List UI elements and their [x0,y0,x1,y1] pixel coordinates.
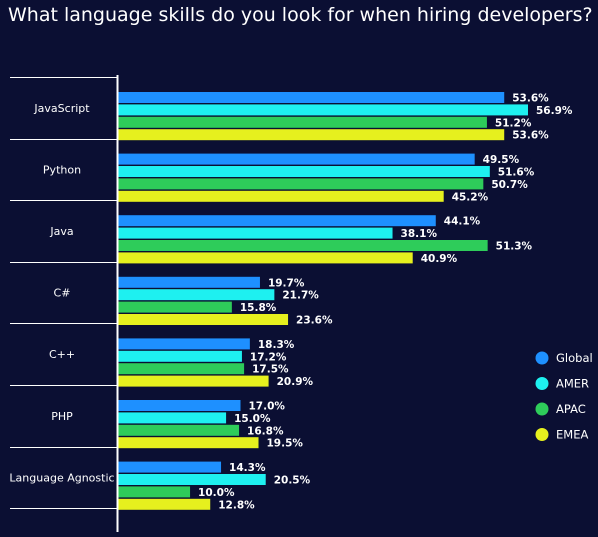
legend-swatch-emea [535,428,549,441]
value-label-python-emea: 45.2% [452,191,489,203]
category-labels-group: JavaScript Python Java C# C++ PHP Language Agn… [9,102,114,485]
value-label-java-amer: 38.1% [401,228,438,240]
bar-c-apac [118,363,245,375]
legend-swatch-global [535,351,549,365]
value-label-php-apac: 16.8% [247,425,284,437]
value-label-java-apac: 51.3% [496,241,533,253]
value-label-c-apac: 17.5% [252,364,289,376]
value-label-javascript-emea: 53.6% [512,130,549,142]
value-label-c-global: 19.7% [268,277,305,289]
legend-swatch-amer [535,377,549,390]
bars-group [118,92,528,510]
bar-language-agnostic-global [118,461,222,473]
value-labels-group: 53.6%56.9%51.2%53.6%49.5%51.6%50.7%45.2%… [198,93,573,512]
bar-language-agnostic-amer [118,474,266,485]
legend: Global AMER APAC EMEA [535,351,593,442]
category-label-python: Python [43,163,81,176]
value-label-python-global: 49.5% [483,154,520,166]
legend-label-global: Global [556,351,593,365]
value-label-java-global: 44.1% [444,216,481,228]
bar-java-apac [118,240,488,251]
bar-javascript-emea [118,129,505,141]
bar-c-emea [118,314,289,325]
value-label-c-global: 18.3% [258,339,295,351]
value-label-python-amer: 51.6% [498,167,535,179]
category-label-c: C# [54,287,71,300]
value-label-javascript-amer: 56.9% [536,105,573,117]
category-label-php: PHP [51,410,73,423]
bar-language-agnostic-apac [118,486,191,498]
legend-swatch-apac [535,402,549,416]
bar-language-agnostic-emea [118,498,211,510]
bar-python-amer [118,166,490,177]
bar-php-global [118,400,241,411]
value-label-c-emea: 20.9% [277,376,314,388]
value-label-language-agnostic-amer: 20.5% [274,475,311,487]
bar-javascript-apac [118,116,487,128]
category-separators [10,77,118,509]
category-label-java: Java [49,225,73,238]
bar-python-emea [118,190,444,202]
value-label-language-agnostic-emea: 12.8% [218,499,255,511]
bar-php-apac [118,424,240,436]
value-label-php-amer: 15.0% [234,413,271,425]
value-label-language-agnostic-global: 14.3% [229,462,266,474]
bar-c-apac [118,301,232,313]
legend-label-emea: EMEA [556,428,588,442]
bar-c-global [118,338,250,350]
bar-java-global [118,215,436,227]
value-label-javascript-apac: 51.2% [495,117,532,129]
value-label-c-emea: 23.6% [296,315,333,327]
value-label-php-emea: 19.5% [267,438,304,450]
category-label-javascript: JavaScript [33,102,90,115]
value-label-c-amer: 21.7% [282,290,319,302]
bar-c-amer [118,289,275,301]
value-label-javascript-global: 53.6% [512,93,549,105]
bar-c-global [118,276,260,288]
bar-c-emea [118,375,269,387]
chart-title: What language skills do you look for whe… [8,4,593,26]
category-label-c: C++ [49,348,75,361]
value-label-python-apac: 50.7% [491,179,528,191]
legend-label-amer: AMER [556,377,589,391]
bar-php-emea [118,437,259,449]
bar-java-emea [118,252,413,264]
bar-python-global [118,153,475,165]
value-label-language-agnostic-apac: 10.0% [198,487,235,499]
value-label-c-amer: 17.2% [250,351,287,363]
bar-javascript-global [118,92,505,103]
legend-label-apac: APAC [556,402,586,416]
bar-javascript-amer [118,104,528,116]
value-label-php-global: 17.0% [248,401,285,413]
bar-python-apac [118,178,484,190]
category-label-language-agnostic: Language Agnostic [9,471,114,484]
bar-java-amer [118,227,393,239]
value-label-c-apac: 15.8% [240,302,277,314]
value-label-java-emea: 40.9% [421,253,458,265]
bar-php-amer [118,412,227,424]
bar-c-amer [118,350,242,362]
